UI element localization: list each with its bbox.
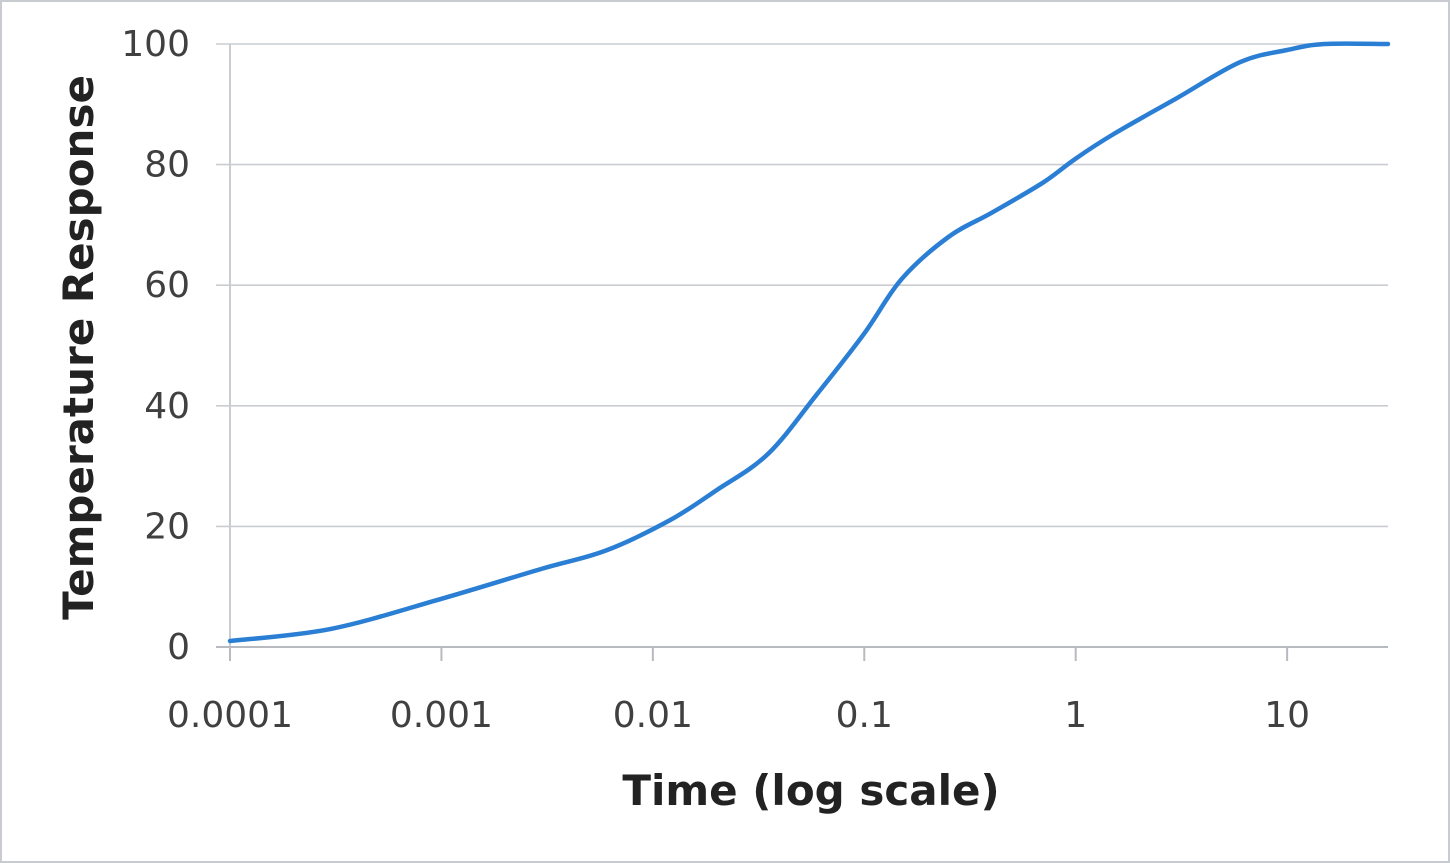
y-axis-title: Temperature Response (54, 75, 103, 620)
x-tick-label: 1 (1064, 695, 1087, 736)
gridlines (216, 43, 1388, 528)
x-tick-label: 0.01 (613, 695, 693, 736)
axes (216, 44, 1388, 661)
y-tick-label: 0 (167, 627, 190, 668)
tick-labels: 0 20 40 60 80 100 0.0001 0.001 0.01 0.1 1 10 (121, 24, 1310, 736)
x-tick-label: 0.0001 (167, 695, 293, 736)
y-tick-label: 80 (144, 145, 190, 186)
x-tick-label: 0.1 (836, 695, 893, 736)
y-tick-label: 40 (144, 386, 190, 427)
x-axis-title: Time (log scale) (622, 766, 999, 815)
series-lines (227, 41, 1391, 644)
y-tick-label: 20 (144, 506, 190, 547)
y-tick-label: 60 (144, 265, 190, 306)
x-tick-label: 0.001 (390, 695, 493, 736)
y-tick-label: 100 (121, 24, 190, 65)
series-line-0 (227, 41, 1391, 644)
x-tick-label: 10 (1264, 695, 1310, 736)
